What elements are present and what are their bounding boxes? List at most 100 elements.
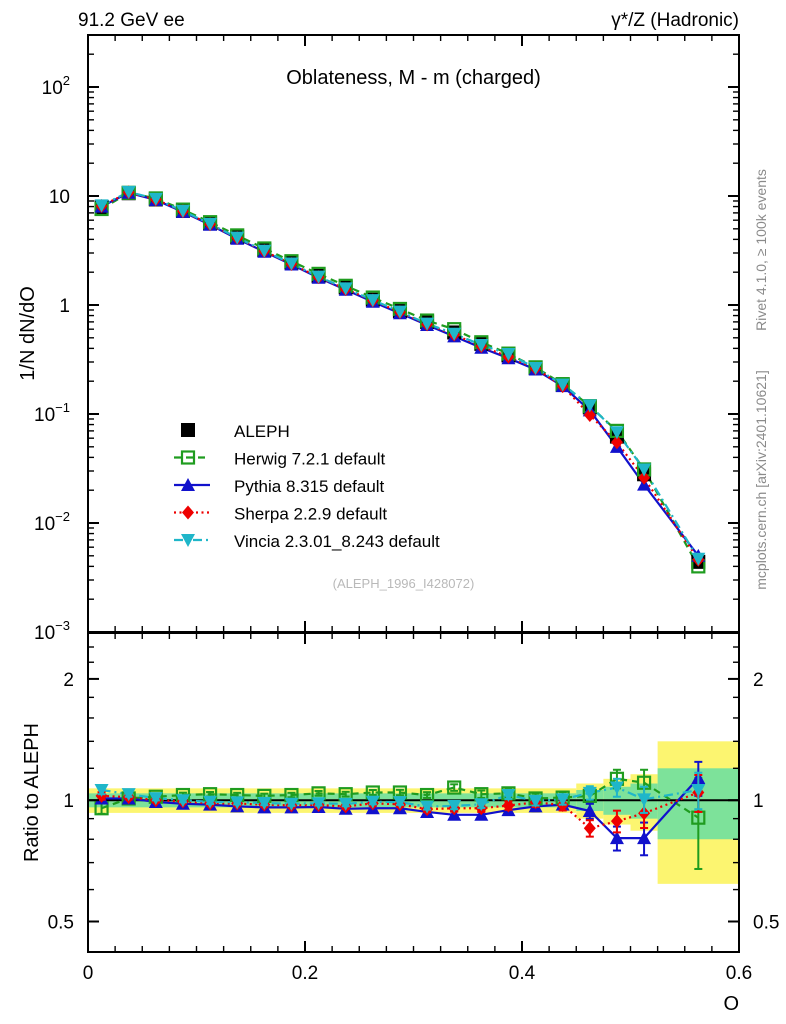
marker-square-open	[447, 780, 462, 795]
marker-triangle-down	[609, 426, 624, 440]
marker-triangle-down	[203, 795, 218, 809]
marker-triangle-down	[555, 378, 570, 392]
header-left: 91.2 GeV ee	[78, 10, 185, 31]
main-x-ticks	[87, 35, 740, 632]
marker-triangle-down	[148, 792, 163, 806]
marker-triangle-down	[257, 797, 272, 811]
ratio-y-tick-label-right-0: 2	[753, 670, 764, 691]
marker-diamond	[583, 407, 596, 422]
main-y-tick-label-0: 102	[42, 73, 70, 99]
ratio-line-vincia	[101, 786, 699, 808]
main-y-tick-label-5: 10−3	[34, 618, 70, 644]
marker-triangle-down	[582, 399, 597, 413]
marker-triangle-down	[230, 231, 245, 245]
marker-triangle-up	[582, 804, 597, 818]
marker-triangle-down	[121, 185, 136, 199]
marker-triangle-down	[637, 463, 652, 477]
marker-triangle-down	[175, 794, 190, 808]
marker-triangle-down	[392, 305, 407, 319]
marker-triangle-down	[121, 788, 136, 802]
marker-triangle-down	[257, 244, 272, 258]
legend-label-3: Sherpa 2.2.9 default	[234, 505, 387, 524]
x-tick-label-0: 0	[83, 963, 94, 984]
series-line-vincia	[101, 190, 700, 560]
marker-triangle-down	[311, 797, 326, 811]
marker-triangle-up	[181, 478, 195, 491]
marker-triangle-down	[501, 789, 516, 803]
marker-diamond	[182, 505, 194, 520]
ratio-y-tick-label-left-0: 2	[63, 670, 74, 691]
marker-triangle-down	[94, 784, 109, 798]
main-y-axis-label: 1/N dN/dO	[17, 286, 39, 380]
ratio-y-ticks	[88, 646, 739, 923]
ratio-line-herwig	[101, 777, 699, 819]
marker-triangle-down	[94, 199, 109, 213]
marker-triangle-down	[447, 799, 462, 813]
marker-triangle-down	[392, 796, 407, 810]
ratio-y-tick-label-left-2: 0.5	[48, 912, 74, 933]
ratio-line-sherpa	[101, 791, 699, 830]
marker-triangle-down	[447, 327, 462, 341]
marker-triangle-down	[474, 338, 489, 352]
x-tick-label-1: 0.2	[292, 963, 318, 984]
marker-diamond	[502, 798, 515, 813]
legend-label-0: ALEPH	[234, 422, 290, 441]
series-line-herwig	[100, 191, 700, 567]
marker-triangle-down	[420, 317, 435, 331]
marker-square-open	[180, 450, 196, 465]
marker-triangle-down	[691, 784, 706, 798]
legend: ALEPH Herwig 7.2.1 default Pythia 8.315 de…	[174, 422, 440, 551]
series-line-sherpa	[101, 191, 700, 561]
marker-triangle-down	[365, 294, 380, 308]
x-axis-label: O	[723, 993, 739, 1015]
marker-diamond	[610, 814, 623, 829]
marker-triangle-down	[528, 794, 543, 808]
marker-diamond	[638, 470, 651, 485]
series-line-pythia	[101, 191, 700, 557]
marker-triangle-down	[691, 552, 706, 566]
main-y-tick-label-4: 10−2	[34, 509, 70, 535]
ratio-y-tick-label-right-1: 1	[753, 791, 764, 812]
dataset-watermark: (ALEPH_1996_I428072)	[333, 576, 475, 591]
main-y-tick-label-3: 10−1	[34, 400, 70, 426]
marker-triangle-down	[230, 796, 245, 810]
marker-triangle-down	[528, 362, 543, 376]
ratio-y-tick-label-left-1: 1	[63, 791, 74, 812]
marker-triangle-down	[203, 217, 218, 231]
marker-triangle-down	[582, 786, 597, 800]
main-y-ticks	[88, 34, 739, 633]
marker-triangle-down	[365, 795, 380, 809]
ratio-line-pythia	[101, 777, 700, 840]
marker-triangle-down	[181, 534, 195, 547]
marker-triangle-down	[338, 797, 353, 811]
main-plot-title: Oblateness, M - m (charged)	[286, 67, 541, 89]
sidebar-rivet-version: Rivet 4.1.0, ≥ 100k events	[753, 169, 769, 331]
ratio-y-tick-label-right-2: 0.5	[753, 912, 779, 933]
header-right: γ*/Z (Hadronic)	[611, 10, 739, 31]
marker-triangle-down	[284, 257, 299, 271]
x-tick-label-2: 0.4	[509, 963, 536, 984]
marker-triangle-down	[637, 793, 652, 807]
marker-diamond	[583, 821, 596, 836]
main-y-tick-label-2: 1	[59, 296, 70, 317]
marker-triangle-down	[338, 282, 353, 296]
marker-triangle-down	[175, 204, 190, 218]
marker-triangle-down	[284, 797, 299, 811]
marker-triangle-down	[311, 270, 326, 284]
ratio-panel-data	[94, 760, 706, 870]
marker-diamond	[610, 435, 623, 450]
marker-triangle-down	[474, 798, 489, 812]
ratio-y-axis-label: Ratio to ALEPH	[21, 723, 43, 862]
main-panel-data	[94, 185, 706, 574]
ratio-x-ticks	[87, 633, 740, 952]
marker-triangle-down	[501, 348, 516, 362]
legend-label-1: Herwig 7.2.1 default	[234, 450, 385, 469]
marker-triangle-down	[148, 192, 163, 206]
sidebar-mcplots-ref: mcplots.cern.ch [arXiv:2401.10621]	[753, 370, 769, 589]
marker-triangle-down	[555, 793, 570, 807]
marker-triangle-up	[637, 831, 652, 845]
marker-triangle-down	[609, 781, 624, 795]
legend-label-2: Pythia 8.315 default	[234, 477, 385, 496]
